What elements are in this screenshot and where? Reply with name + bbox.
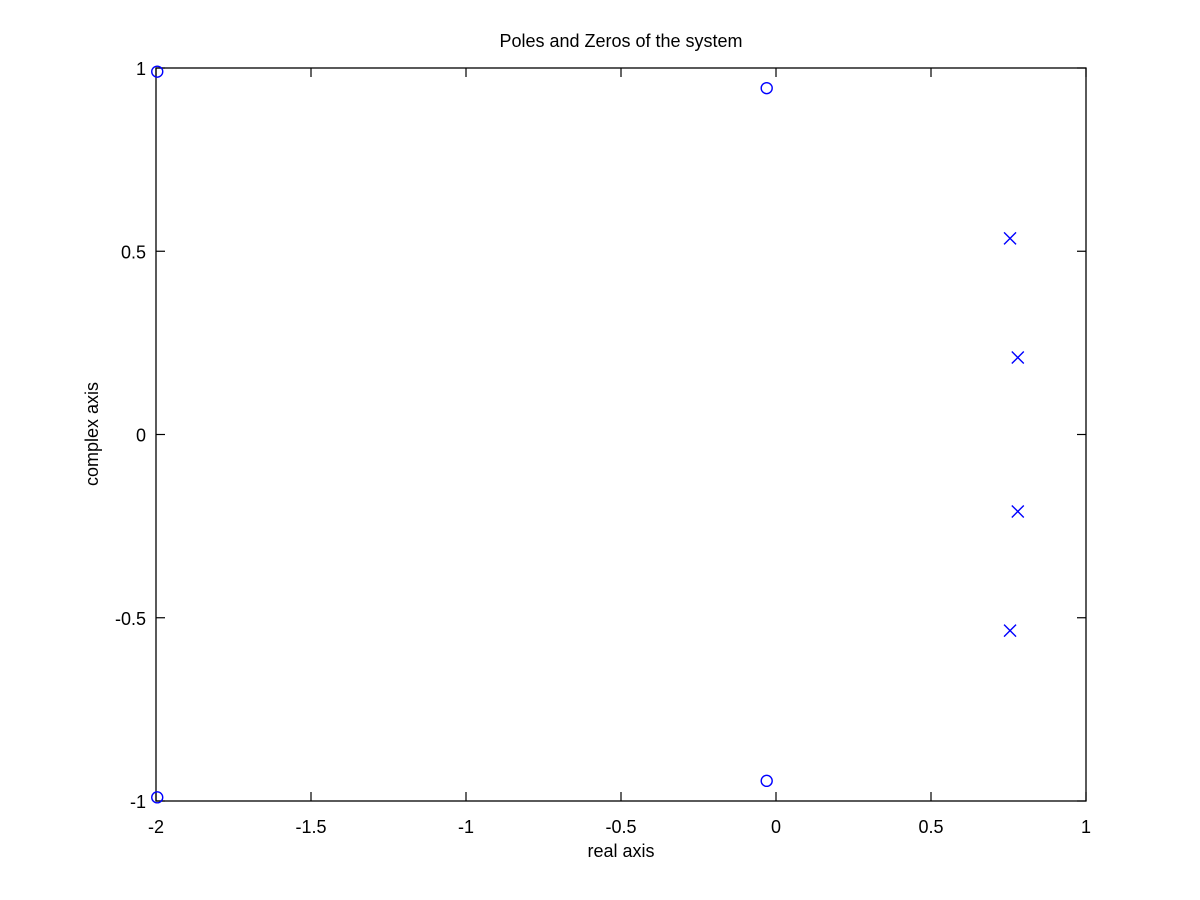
plot-frame: [155, 67, 1087, 802]
y-tick-label: 0.5: [121, 242, 146, 262]
pole-marker: [1003, 231, 1017, 245]
x-tick-label: 1: [1081, 817, 1091, 837]
chart-title: Poles and Zeros of the system: [499, 31, 742, 51]
y-axis-label: complex axis: [82, 382, 102, 486]
zero-marker: [151, 791, 164, 804]
y-axis: -1 -0.5 0 0.5 1: [115, 59, 1086, 812]
markers-layer: [151, 65, 1025, 804]
x-tick-label: -1.5: [295, 817, 326, 837]
x-tick-label: -0.5: [605, 817, 636, 837]
x-axis: -2 -1.5 -1 -0.5 0 0.5 1: [148, 68, 1091, 837]
y-tick-label: -0.5: [115, 609, 146, 629]
x-tick-label: 0: [771, 817, 781, 837]
x-tick-label: 0.5: [918, 817, 943, 837]
x-tick-label: -1: [458, 817, 474, 837]
x-axis-label: real axis: [587, 841, 654, 861]
x-tick-label: -2: [148, 817, 164, 837]
y-tick-label: 1: [136, 59, 146, 79]
zero-marker: [760, 774, 773, 788]
pole-marker: [1011, 351, 1025, 365]
y-tick-label: 0: [136, 426, 146, 446]
zero-marker: [760, 81, 773, 95]
y-tick-label: -1: [130, 792, 146, 812]
pole-marker: [1011, 504, 1025, 518]
zero-marker: [151, 65, 164, 78]
pole-marker: [1003, 624, 1017, 638]
